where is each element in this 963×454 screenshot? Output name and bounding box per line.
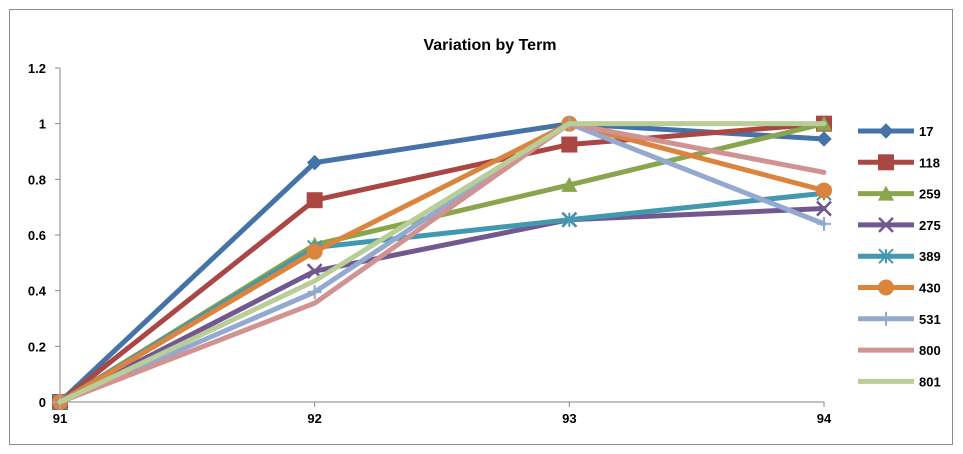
data-point-430-92 [306, 243, 323, 260]
series-line-801 [57, 121, 827, 405]
x-tick-label: 92 [307, 411, 321, 426]
legend-label: 259 [919, 187, 941, 202]
legend-label: 531 [919, 312, 941, 327]
x-tick-label: 91 [53, 411, 67, 426]
series-430 [52, 115, 832, 410]
series-line-430 [57, 121, 827, 405]
data-point-531-92 [307, 285, 322, 300]
y-tick-label: 1 [39, 117, 46, 132]
legend-item-17: 17 [858, 123, 933, 139]
legend-label: 430 [919, 281, 941, 296]
legend-label: 800 [919, 343, 941, 358]
y-tick-label: 1.2 [28, 61, 46, 76]
legend-item-800: 800 [858, 343, 941, 358]
y-tick-label: 0.6 [28, 228, 46, 243]
legend-item-275: 275 [858, 217, 941, 233]
legend-marker [878, 154, 894, 171]
data-point-118-92 [306, 192, 323, 209]
legend-label: 17 [919, 124, 933, 139]
y-tick-label: 0.2 [28, 339, 46, 354]
x-tick-label: 94 [817, 411, 832, 426]
series-800 [57, 121, 827, 405]
data-point-17-92 [306, 154, 323, 171]
data-point-531-94 [817, 216, 831, 231]
legend-label: 389 [919, 249, 941, 264]
data-point-118-93 [561, 136, 578, 153]
legend-item-118: 118 [858, 154, 940, 171]
data-point-17-94 [816, 131, 832, 147]
chart-title: Variation by Term [423, 37, 556, 54]
legend-item-389: 389 [858, 248, 941, 264]
legend-marker [878, 123, 894, 139]
x-tick-label: 93 [562, 411, 576, 426]
legend-marker [878, 185, 894, 201]
series-line-800 [57, 121, 827, 405]
legend-label: 801 [919, 374, 941, 389]
legend-item-801: 801 [858, 374, 941, 389]
legend-item-430: 430 [858, 279, 941, 296]
legend-marker [878, 279, 894, 296]
series-line-531 [57, 121, 827, 405]
series-line-118 [57, 121, 827, 405]
legend-label: 275 [919, 218, 941, 233]
legend-marker [878, 248, 894, 264]
data-point-430-94 [816, 182, 832, 199]
y-tick-label: 0 [39, 395, 46, 410]
legend-label: 118 [919, 155, 940, 170]
legend-marker [879, 311, 893, 326]
legend-marker [878, 217, 894, 233]
legend-item-531: 531 [858, 312, 941, 327]
data-point-259-93 [561, 176, 578, 192]
data-point-275-94 [816, 200, 832, 217]
data-point-389-93 [561, 211, 578, 228]
series-line-259 [57, 121, 827, 405]
legend-item-259: 259 [858, 185, 941, 202]
y-tick-label: 0.4 [28, 284, 47, 299]
series-line-17 [57, 121, 827, 405]
y-tick-label: 0.8 [28, 172, 46, 187]
series-801 [57, 121, 827, 405]
series-line-275 [57, 206, 827, 405]
